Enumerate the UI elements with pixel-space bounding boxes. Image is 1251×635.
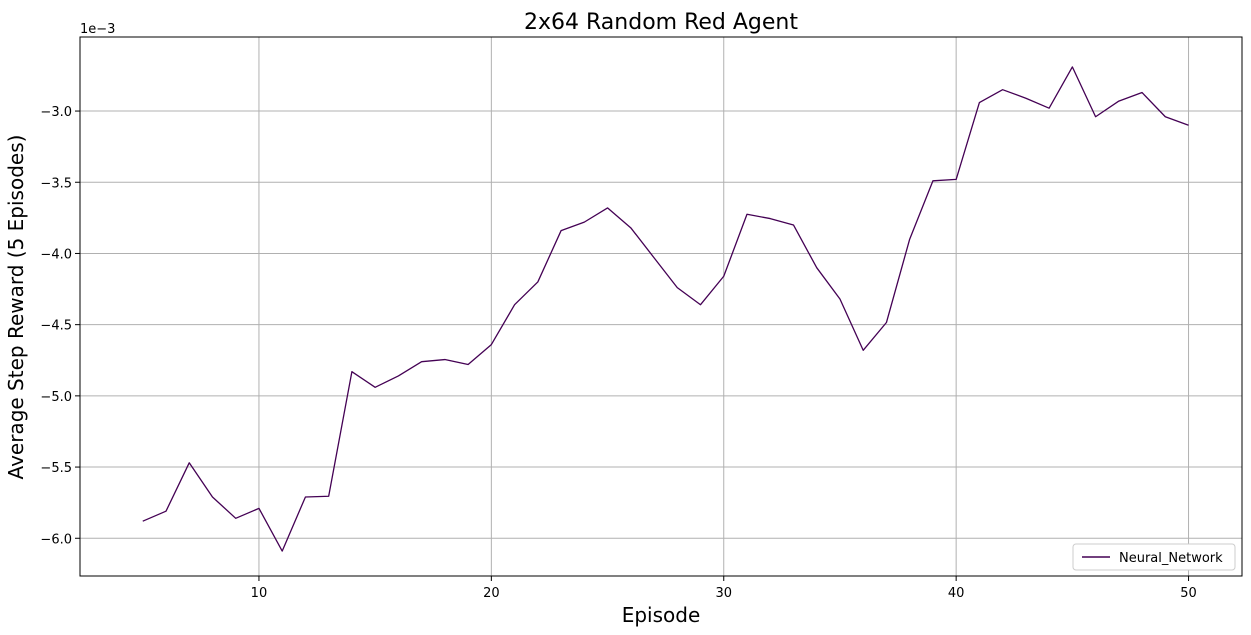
grid-lines <box>80 37 1242 576</box>
x-tick-label: 20 <box>483 586 500 601</box>
x-axis-label: Episode <box>622 603 701 627</box>
legend-entry-neural-network: Neural_Network <box>1119 551 1223 566</box>
y-tick-label: −6.0 <box>40 532 72 547</box>
y-tick-label: −5.0 <box>40 390 72 405</box>
y-tick-label: −3.0 <box>40 105 72 120</box>
axis-ticks: 10 20 30 40 50 −6.0 −5.5 −5.0 −4.5 −4.0 −3.5 −3.0 <box>40 105 1196 601</box>
y-axis-label: Average Step Reward (5 Episodes) <box>4 135 28 480</box>
y-tick-label: −4.0 <box>40 247 72 262</box>
x-tick-label: 30 <box>715 586 732 601</box>
series-line-neural-network <box>142 66 1189 552</box>
plot-frame <box>79 36 1243 577</box>
x-tick-label: 50 <box>1180 586 1197 601</box>
y-offset-label: 1e−3 <box>80 22 115 37</box>
series-layer <box>142 66 1189 552</box>
chart-title: 2x64 Random Red Agent <box>524 10 798 35</box>
y-tick-label: −4.5 <box>40 319 72 334</box>
y-tick-label: −5.5 <box>40 461 72 476</box>
x-tick-label: 40 <box>948 586 965 601</box>
legend: Neural_Network <box>1072 543 1236 571</box>
y-tick-label: −3.5 <box>40 176 72 191</box>
legend-box <box>1072 543 1236 571</box>
x-tick-label: 10 <box>251 586 268 601</box>
